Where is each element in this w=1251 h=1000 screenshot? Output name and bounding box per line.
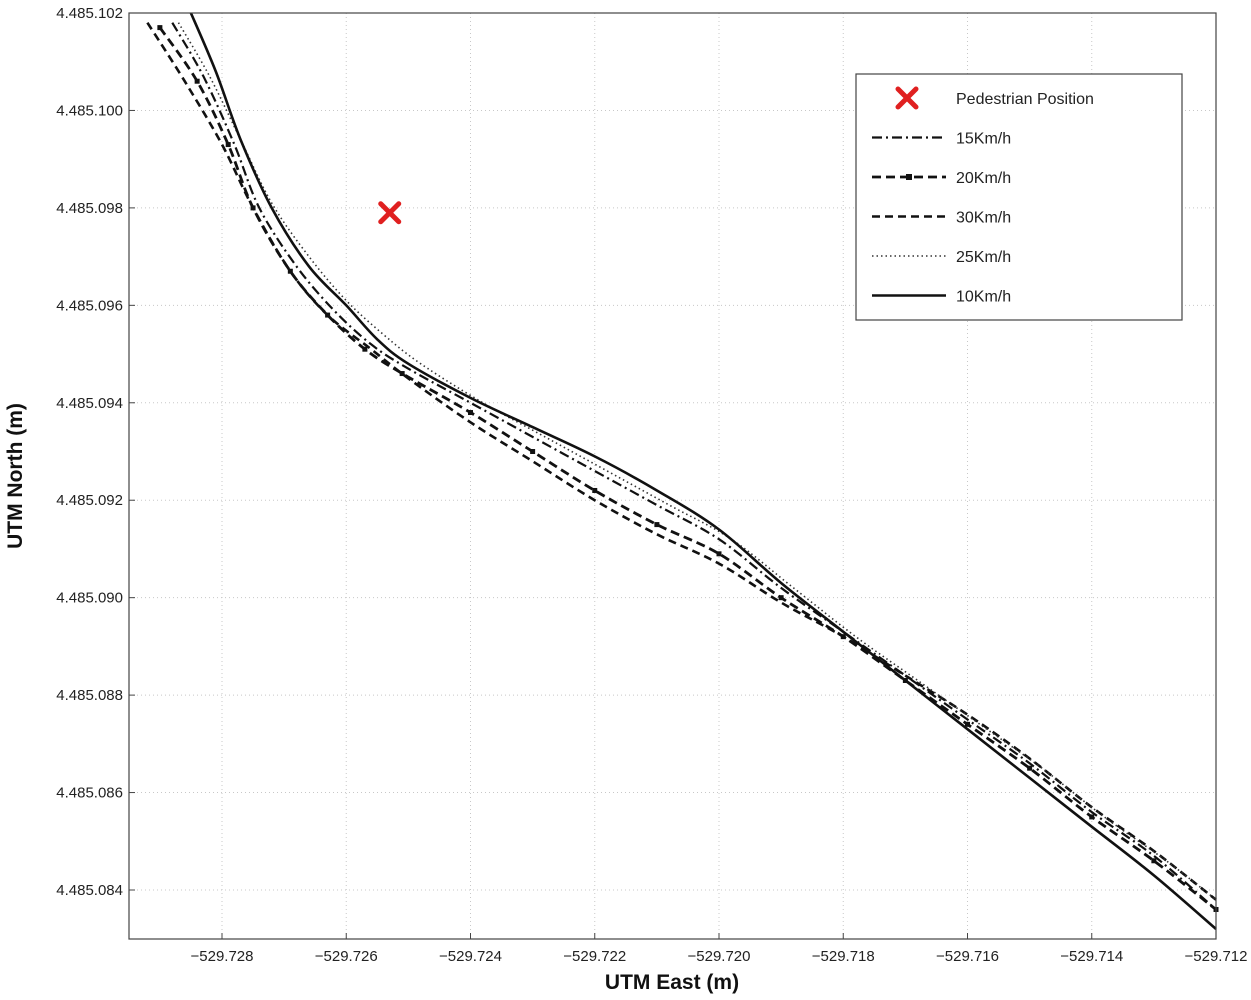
legend-box [855,73,1183,321]
pedestrian-position-marker [378,201,402,225]
x-axis-title: UTM East (m) [605,971,739,994]
y-tick-label: 4.485.102 [56,5,123,22]
series-point-20km-h [1089,814,1095,820]
series-line-30km-h [146,21,1217,901]
y-tick-label: 4.485.098 [56,200,123,217]
legend-item-20km-h: 20Km/h [872,170,1011,187]
y-tick-label: 4.485.092 [56,492,123,509]
legend-item-30km-h: 30Km/h [872,210,1011,227]
series-point-20km-h [468,410,473,416]
legend-item-10km-h: 10Km/h [872,289,1011,306]
y-tick-label: 4.485.088 [56,687,123,704]
legend-item-25km-h: 25Km/h [872,249,1011,266]
legend-label: 20Km/h [956,170,1011,187]
y-axis-title: UTM North (m) [4,403,27,549]
y-tick-label: 4.485.090 [56,590,123,607]
x-tick-label: −529.724 [439,948,502,965]
pedestrian-marker-layer [378,201,402,225]
series-point-20km-h [716,551,722,557]
series-point-20km-h [592,487,598,493]
plot-frame [128,12,1217,940]
series-point-20km-h [1027,765,1033,771]
legend-label: 30Km/h [956,210,1011,227]
x-tick-label: −529.722 [563,948,626,965]
series-point-20km-h [399,371,405,377]
series-point-20km-h [778,595,784,601]
legend-label: 25Km/h [956,249,1011,266]
series-point-20km-h [965,721,970,727]
series-point-20km-h [194,78,200,84]
y-tick-label: 4.485.096 [56,297,123,314]
legend-label: 10Km/h [956,289,1011,306]
series-point-20km-h [530,449,536,454]
y-tick-label: 4.485.100 [56,102,123,119]
x-tick-label: −529.716 [936,948,999,965]
x-tick-label: −529.714 [1060,948,1123,965]
y-tick-label: 4.485.086 [56,785,123,802]
axis-ticks: −529.728 −529.726 −529.724 −529.722 −529.720… [56,5,1247,965]
x-tick-label: −529.728 [191,948,254,965]
x-tick-label: −529.718 [812,948,875,965]
x-tick-label: −529.712 [1185,948,1248,965]
legend-item-pedestrian: Pedestrian Position [895,86,1094,110]
series-line-20km-h [158,26,1217,911]
series-point-20km-h [225,142,231,148]
legend-item-15km-h: 15Km/h [872,131,1011,148]
x-tick-label: −529.726 [315,948,378,965]
series-line-10km-h [189,12,1217,930]
y-tick-label: 4.485.094 [56,395,123,412]
legend-label: Pedestrian Position [956,91,1094,108]
y-tick-label: 4.485.084 [56,882,123,899]
x-tick-label: −529.720 [688,948,751,965]
series-line-15km-h [171,22,1217,911]
legend: Pedestrian Position 15Km/h 20Km/h 30Km/h 25K… [855,73,1183,321]
series-point-20km-h [654,522,660,528]
series-point-20km-h [362,346,368,352]
series-point-20km-h [157,25,163,31]
legend-items: Pedestrian Position 15Km/h 20Km/h 30Km/h 25K… [872,86,1094,306]
legend-label: 15Km/h [956,131,1011,148]
series-point-20km-h [1151,858,1157,864]
